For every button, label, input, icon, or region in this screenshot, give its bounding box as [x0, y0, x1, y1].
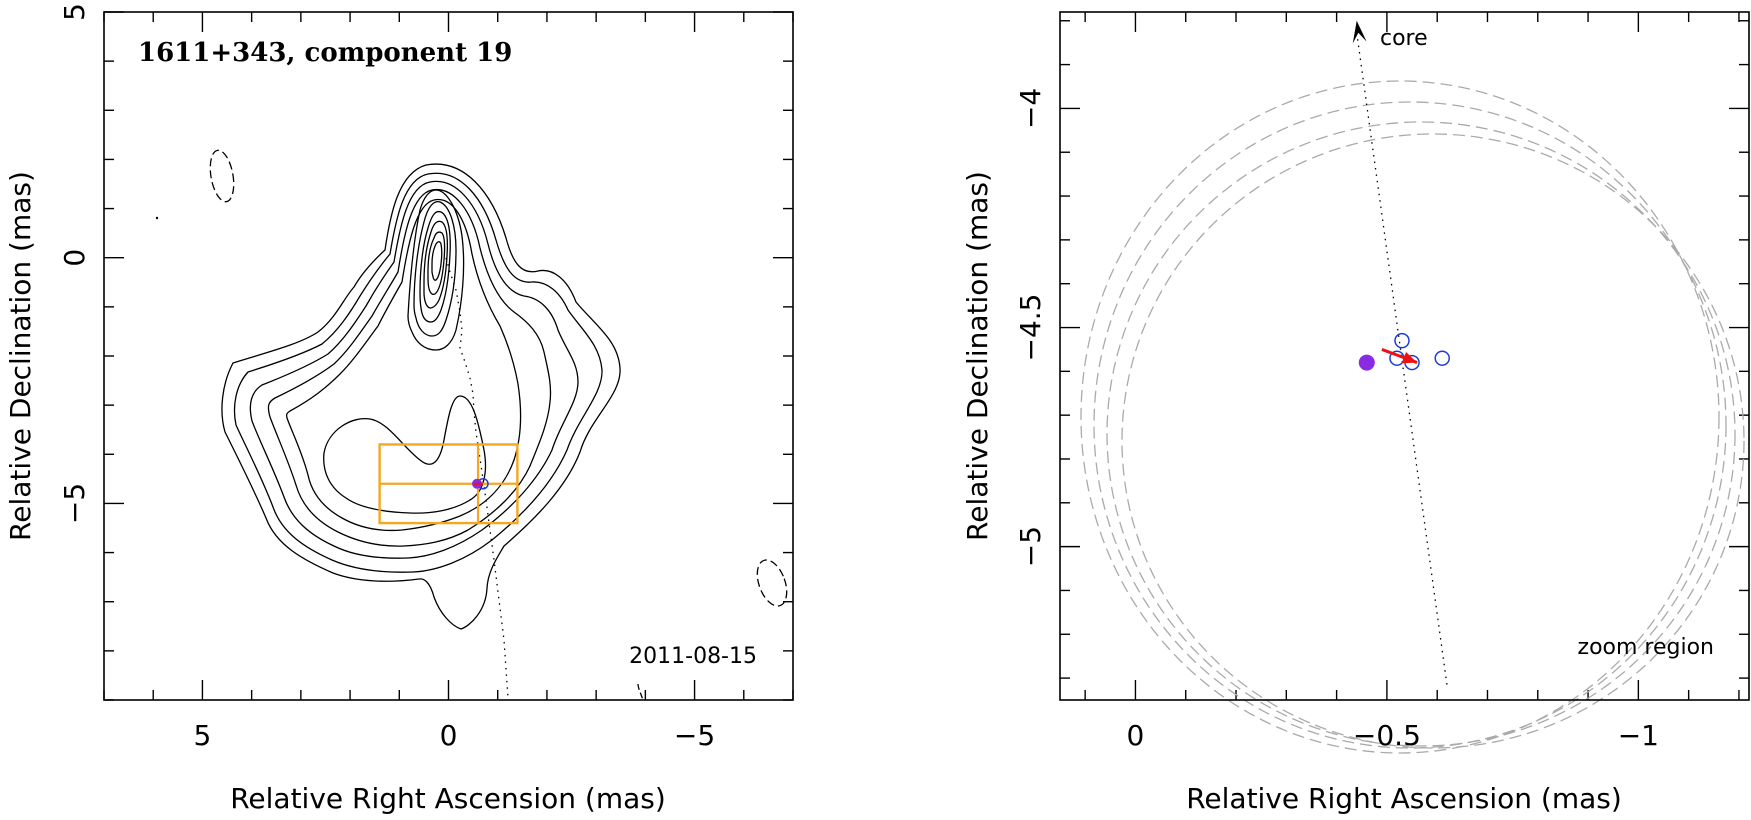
right-y-tick-labels: −4 −4.5 −5 [1014, 88, 1047, 567]
contour-level-7 [407, 189, 465, 351]
contour-level-12 [431, 241, 443, 281]
open-point-2 [1394, 332, 1410, 349]
contour-level-8 [413, 200, 457, 337]
isolated-contour-dot [155, 216, 159, 220]
right-y-axis-label: Relative Declination (mas) [961, 171, 994, 541]
left-x-tick-label: −5 [674, 719, 715, 752]
left-y-tick-label: 0 [58, 249, 91, 267]
left-x-tick-label: 5 [194, 719, 212, 752]
size-circle-3 [1106, 121, 1736, 747]
right-y-tick-label: −4 [1014, 88, 1047, 129]
left-title: 1611+343, component 19 [138, 38, 512, 68]
negative-contour-1 [209, 149, 235, 203]
left-x-axis-label: Relative Right Ascension (mas) [230, 782, 666, 815]
right-axis-ticks [1060, 12, 1749, 700]
contour-level-1 [221, 163, 621, 630]
zoom-region-label: zoom region [1578, 635, 1714, 660]
component-marker [472, 478, 489, 490]
core-label: core [1380, 26, 1428, 51]
contour-level-11 [427, 231, 446, 296]
right-x-tick-labels: 0 −0.5 −1 [1127, 719, 1659, 752]
velocity-vector-head [1401, 352, 1418, 364]
model-points [1358, 332, 1450, 371]
contour-level-5 [285, 198, 522, 532]
right-y-tick-label: −5 [1014, 526, 1047, 567]
contour-level-9 [419, 210, 451, 323]
right-x-tick-label: −1 [1618, 719, 1659, 752]
left-y-tick-label: 5 [58, 3, 91, 21]
left-x-tick-label: 0 [440, 719, 458, 752]
component-size-circles [1080, 80, 1745, 754]
left-plot-frame [103, 11, 794, 701]
right-panel: 0 −0.5 −1 −4 −4.5 −5 core zoom region Relati… [961, 11, 1750, 815]
negative-contour-2 [756, 559, 788, 607]
size-circle-1 [1080, 80, 1720, 754]
left-panel: 5 0 −5 5 0 −5 1611+343, component 19 2011-08… [4, 3, 794, 815]
contour-level-2 [233, 172, 603, 573]
left-x-tick-labels: 5 0 −5 [194, 719, 716, 752]
right-y-tick-label: −4.5 [1014, 294, 1047, 362]
right-plot-frame [1059, 11, 1750, 701]
open-point-4 [1434, 350, 1450, 366]
left-y-tick-labels: 5 0 −5 [58, 3, 91, 524]
negative-contour-3 [637, 683, 644, 701]
filled-point [1358, 354, 1375, 371]
contour-map [155, 149, 788, 701]
ridge-line-to-core [1352, 20, 1448, 687]
size-circle-2 [1093, 101, 1727, 749]
zoom-box [378, 443, 519, 525]
left-y-tick-label: −5 [58, 483, 91, 524]
contour-level-3 [249, 180, 579, 559]
contour-level-10 [423, 220, 448, 309]
right-x-tick-label: 0 [1127, 719, 1145, 752]
contour-level-6 [323, 395, 487, 514]
left-y-axis-label: Relative Declination (mas) [4, 171, 37, 541]
right-x-axis-label: Relative Right Ascension (mas) [1186, 782, 1622, 815]
contour-level-4 [267, 188, 552, 547]
right-x-tick-label: −0.5 [1353, 719, 1421, 752]
core-arrow-head [1352, 20, 1367, 44]
size-circle-4 [1121, 133, 1745, 749]
left-date-label: 2011-08-15 [629, 644, 757, 669]
left-axis-ticks [103, 11, 794, 701]
